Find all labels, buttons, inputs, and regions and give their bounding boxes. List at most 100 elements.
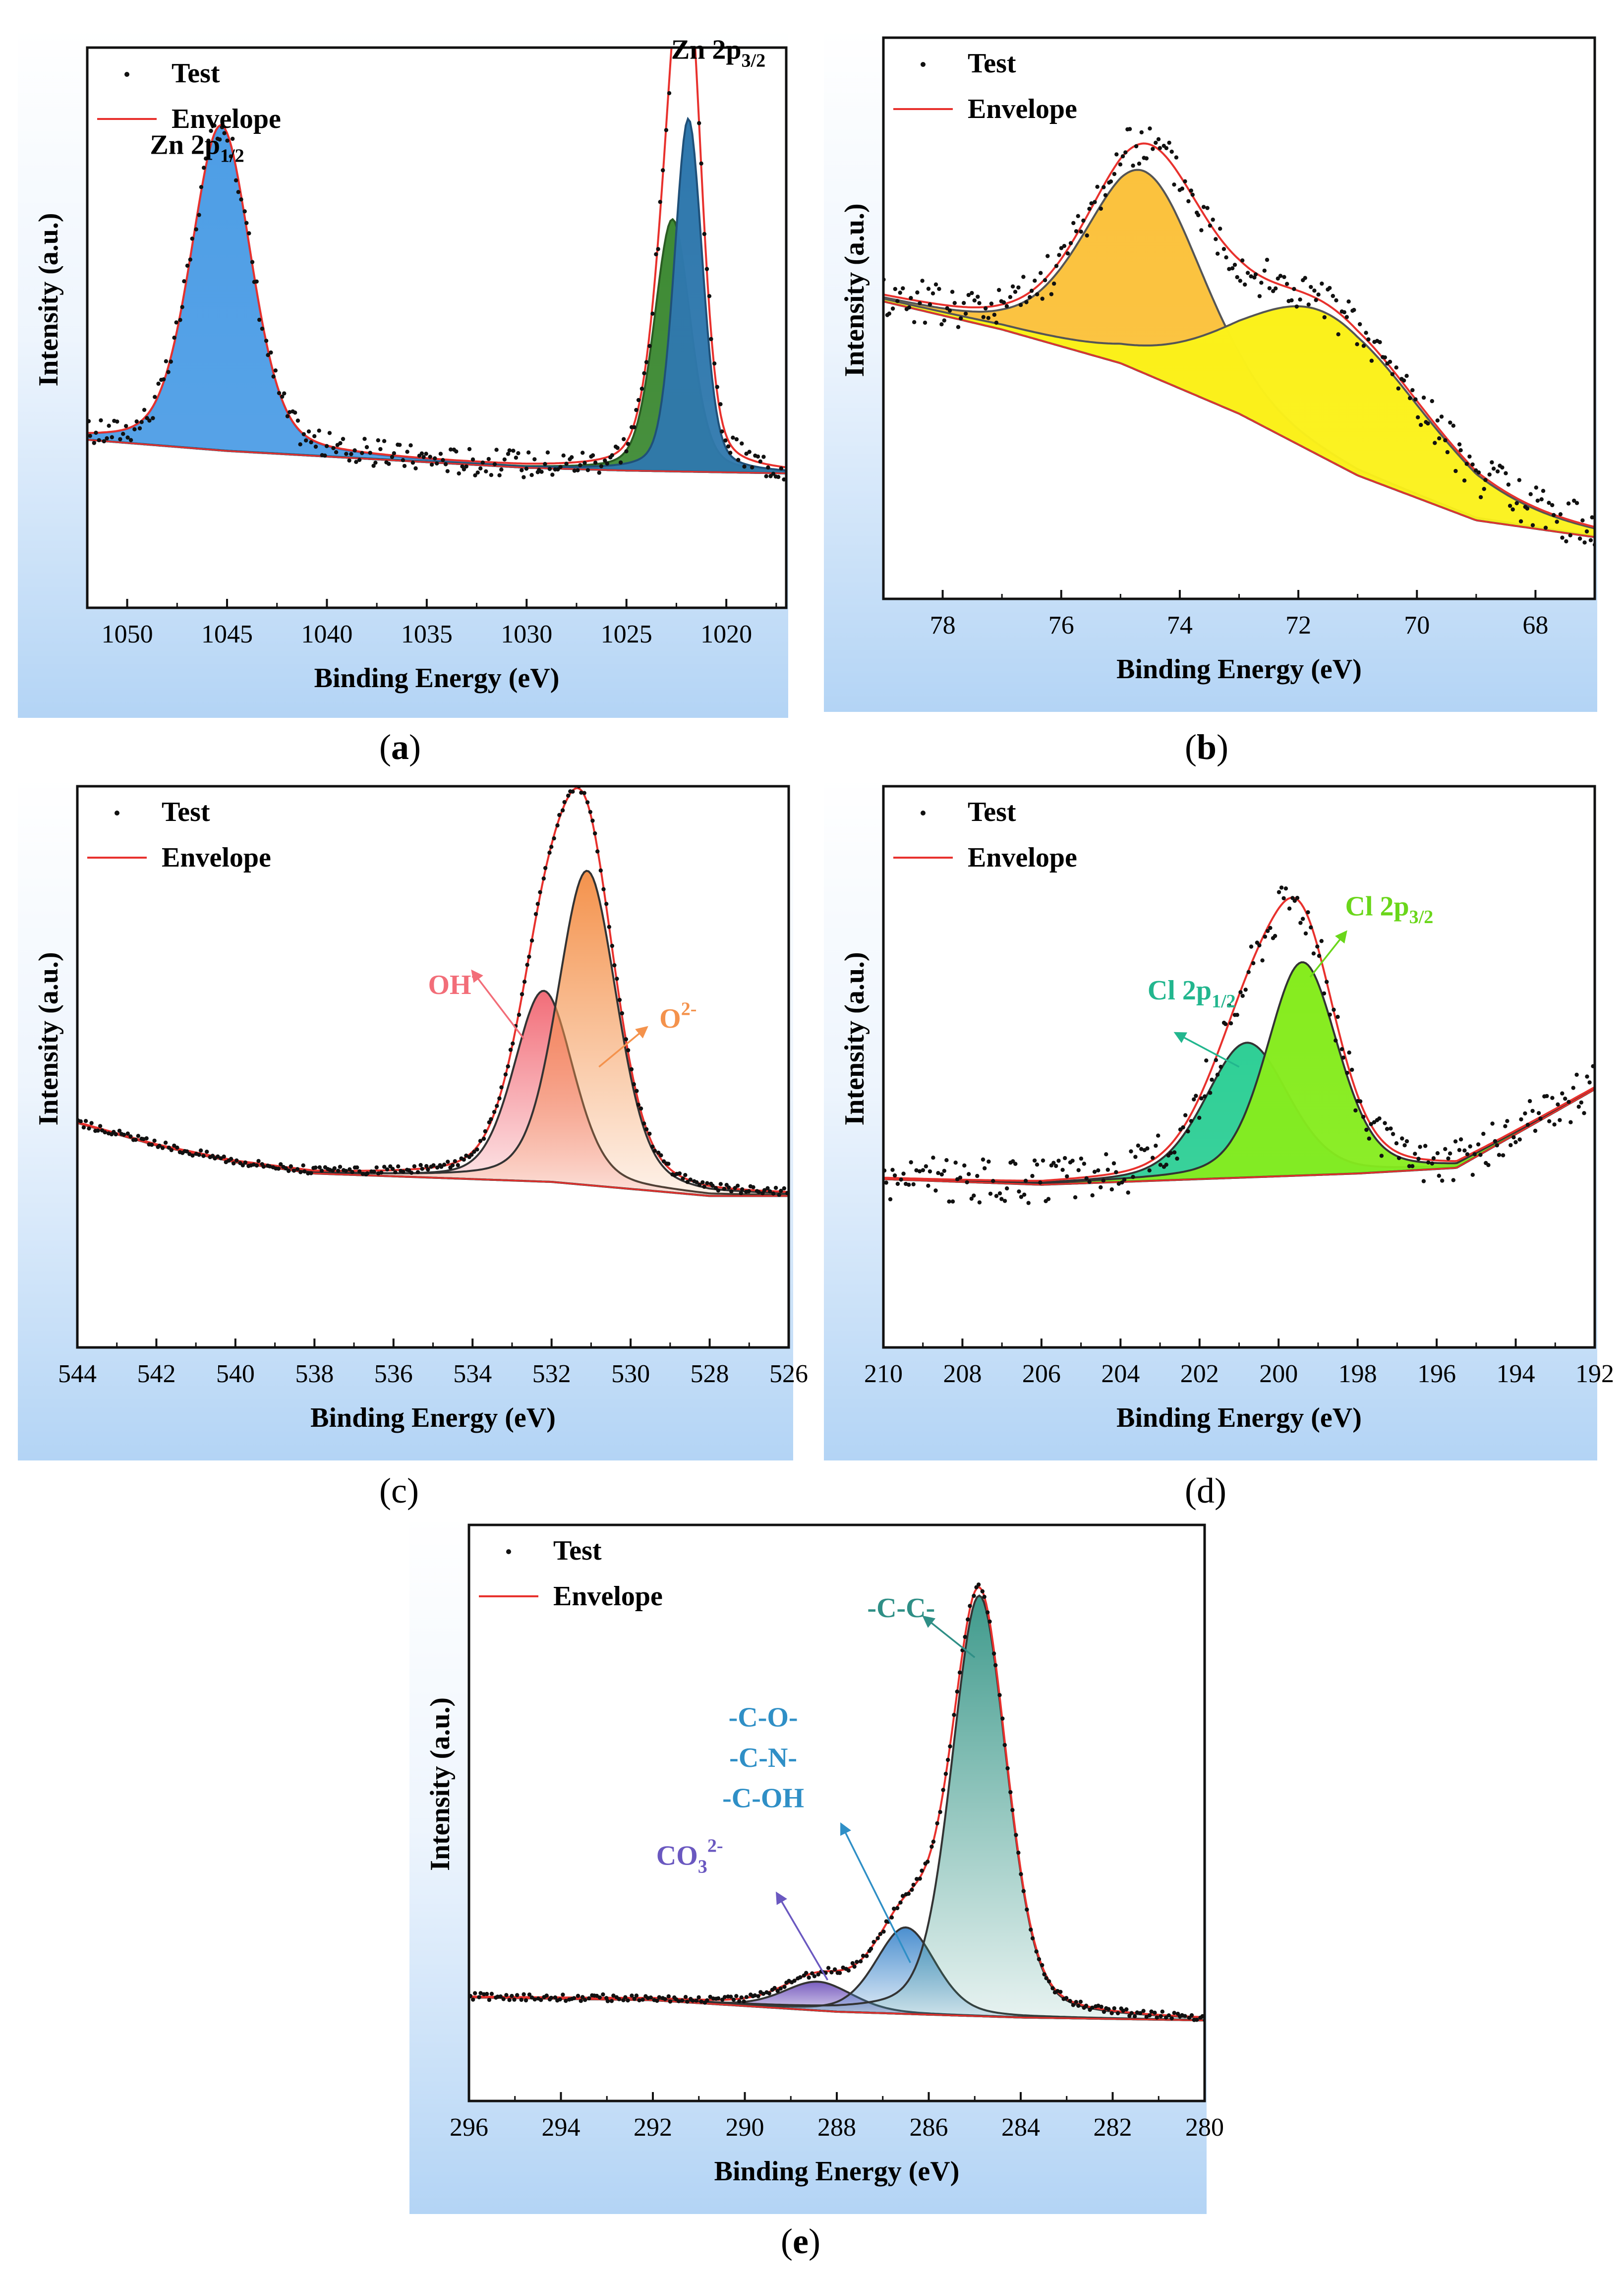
test-point	[898, 291, 902, 295]
test-point	[620, 1011, 625, 1016]
test-point	[1366, 337, 1371, 342]
test-point	[446, 1160, 450, 1164]
test-point	[683, 1995, 688, 1999]
test-point	[1010, 1808, 1015, 1812]
x-tick-label: 76	[1048, 611, 1074, 640]
test-point	[1556, 1102, 1560, 1107]
panel-c: 544 542 540 538 536 534 532 530 528 526 Binding En…	[18, 776, 808, 1460]
test-point	[941, 1788, 945, 1792]
test-point	[271, 374, 276, 379]
test-point	[313, 1166, 318, 1170]
test-point	[1446, 1156, 1450, 1161]
test-point	[220, 125, 225, 129]
test-point	[556, 467, 560, 472]
test-point	[683, 1173, 688, 1177]
test-point	[918, 1876, 922, 1881]
test-point	[765, 1186, 770, 1190]
test-point	[1159, 2014, 1163, 2019]
legend-test-marker	[921, 62, 926, 67]
test-point	[1180, 186, 1184, 191]
test-point	[114, 1132, 118, 1137]
chart-e: 296 294 292 290 288 286 284 282 280 Binding Energ…	[425, 1523, 1224, 2187]
test-point	[1476, 1142, 1481, 1147]
test-point	[1096, 1168, 1101, 1172]
test-point	[696, 1995, 701, 2000]
test-point	[1102, 2009, 1106, 2014]
peak-label-2: -C-O-	[729, 1702, 798, 1733]
test-point	[1367, 1136, 1371, 1141]
test-point	[1018, 303, 1023, 307]
x-tick-label: 210	[864, 1360, 903, 1388]
test-point	[435, 461, 439, 466]
test-point	[197, 1153, 201, 1157]
test-point	[762, 1188, 767, 1192]
test-point	[498, 1994, 503, 1999]
test-point	[720, 1997, 725, 2002]
test-point	[761, 1991, 765, 1996]
test-point	[986, 1159, 991, 1164]
annotation-arrow	[1173, 1032, 1240, 1068]
test-point	[1547, 501, 1551, 505]
test-point	[499, 467, 504, 472]
test-point	[1528, 492, 1533, 496]
test-point	[865, 1954, 869, 1958]
test-point	[1265, 257, 1270, 262]
test-point	[901, 1171, 906, 1176]
test-point	[354, 460, 358, 464]
test-point	[1336, 332, 1340, 337]
test-point	[1050, 1986, 1055, 1990]
test-point	[441, 458, 445, 463]
test-point	[393, 1170, 398, 1174]
test-point	[1228, 1021, 1233, 1026]
test-point	[480, 460, 485, 465]
test-point	[570, 455, 574, 460]
test-point	[121, 432, 125, 436]
test-point	[1465, 1152, 1470, 1157]
test-point	[1214, 237, 1218, 241]
test-point	[829, 1970, 834, 1975]
test-point	[229, 1157, 233, 1161]
test-point	[495, 1994, 500, 1999]
test-point	[1240, 258, 1245, 263]
test-point	[1153, 2010, 1157, 2015]
test-point	[1149, 2009, 1154, 2014]
test-point	[1005, 1766, 1010, 1771]
test-point	[967, 1172, 971, 1176]
test-point	[151, 416, 155, 420]
test-point	[1109, 2011, 1114, 2015]
test-point	[511, 449, 516, 453]
test-point	[338, 1165, 343, 1169]
test-point	[1131, 163, 1135, 168]
test-point	[1260, 958, 1265, 963]
test-point	[362, 437, 367, 441]
test-point	[408, 443, 413, 448]
test-point	[1005, 1186, 1009, 1191]
test-point	[157, 1143, 162, 1148]
test-point	[147, 418, 152, 423]
test-point	[912, 320, 917, 324]
test-point	[1314, 298, 1318, 302]
test-point	[571, 789, 575, 794]
test-point	[128, 438, 133, 442]
test-point	[348, 1167, 352, 1171]
test-point	[209, 128, 213, 133]
y-axis-label: Intensity (a.u.)	[425, 1697, 456, 1871]
peak-label-sup: 2-	[681, 999, 697, 1020]
test-point	[152, 1138, 157, 1143]
test-point	[1568, 1120, 1573, 1124]
test-point	[1364, 331, 1368, 335]
test-point	[508, 1048, 513, 1052]
test-point	[242, 209, 247, 214]
test-point	[522, 475, 526, 479]
test-point	[1418, 1145, 1422, 1149]
test-point	[659, 1153, 663, 1158]
test-point	[647, 1131, 652, 1136]
test-point	[911, 1882, 916, 1887]
test-point	[650, 1144, 655, 1149]
x-tick-label: 284	[1001, 2113, 1040, 2142]
test-point	[668, 1999, 673, 2004]
test-point	[1500, 465, 1505, 470]
test-point	[442, 1163, 447, 1167]
test-point	[549, 845, 554, 849]
test-point	[933, 1188, 938, 1193]
